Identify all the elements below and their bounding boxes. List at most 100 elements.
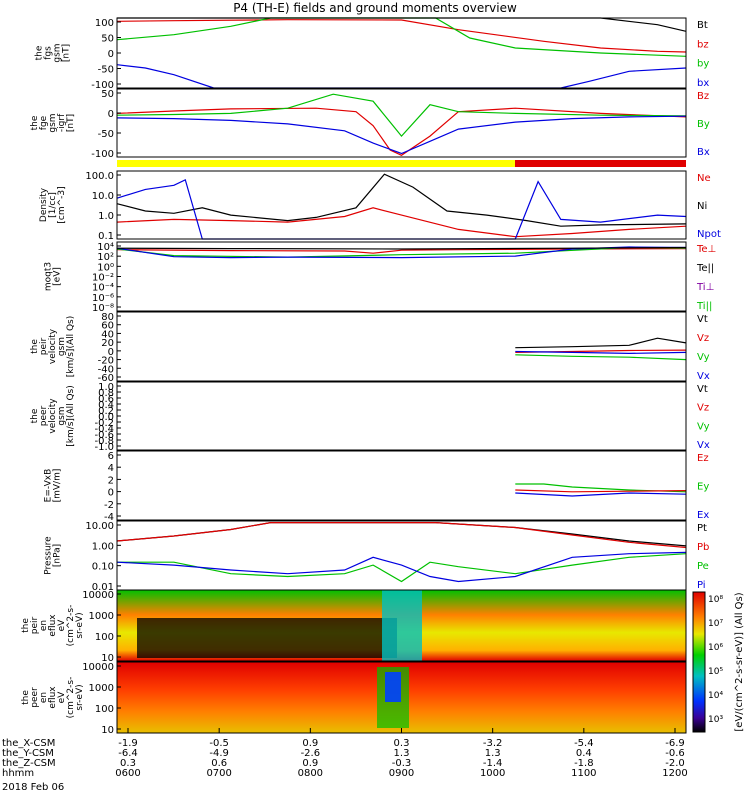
x-axis-table: the_X-CSM -1.9 -0.5 0.9 0.3 -3.2 -5.4 -6.9 the_Y… bbox=[2, 728, 688, 793]
y-tick-label: 10⁻⁸ bbox=[92, 303, 114, 314]
y-tick-label: -100 bbox=[91, 80, 114, 91]
series-line-Pe bbox=[117, 553, 687, 583]
x-axis-value: 1100 bbox=[571, 768, 596, 779]
x-axis-row-label: hhmm bbox=[2, 768, 34, 779]
y-axis-label: the bbox=[21, 618, 31, 633]
y-axis-label: [nT] bbox=[62, 44, 72, 62]
y-tick-label: 1.0 bbox=[98, 211, 114, 222]
y-axis-label: E=-VxB bbox=[44, 469, 54, 503]
y-axis-label: [km/s](All Qs) bbox=[66, 316, 76, 378]
y-tick-label: 10000 bbox=[82, 662, 114, 673]
legend-entry: Pe bbox=[697, 561, 709, 572]
heatmap-dark-region bbox=[137, 618, 397, 658]
region-bar-yellow bbox=[117, 160, 515, 167]
heatmap-blue-core bbox=[385, 672, 401, 702]
legend-entry: Ex bbox=[697, 510, 709, 521]
legend-entry: Bt bbox=[697, 20, 708, 31]
legend-entry: Vt bbox=[697, 314, 708, 325]
x-axis-value: -5.4 bbox=[574, 738, 594, 749]
legend-entry: Te⊥ bbox=[696, 244, 716, 255]
date-label: 2018 Feb 06 bbox=[2, 782, 64, 793]
y-tick-label: 0.6 bbox=[98, 394, 114, 405]
x-axis-value: 0.9 bbox=[302, 738, 318, 749]
x-axis-row-label: the_Y-CSM bbox=[2, 748, 54, 759]
x-axis-value: -6.4 bbox=[118, 748, 138, 759]
y-axis-label: (cm^2-s- bbox=[66, 677, 76, 719]
x-axis-value: -4.9 bbox=[209, 748, 229, 759]
y-axis-label: peer bbox=[30, 687, 40, 708]
y-tick-label: 10² bbox=[97, 252, 114, 263]
panel-5: 1.00.80.60.40.20.0-0.2-0.4-0.6-0.8-1.0 th… bbox=[30, 381, 710, 453]
x-axis-value: 1200 bbox=[662, 768, 687, 779]
series-line-bx bbox=[116, 64, 687, 89]
legend-entry: Vy bbox=[697, 352, 710, 363]
y-tick-label: 10⁰ bbox=[97, 262, 114, 273]
y-tick-label: 4 bbox=[108, 463, 114, 474]
y-axis-label: fge bbox=[39, 115, 49, 130]
colorbar-tick: 10⁷ bbox=[708, 619, 723, 629]
y-axis-label: gsm bbox=[48, 113, 58, 132]
x-axis-value: 0.6 bbox=[211, 758, 227, 769]
x-axis-value: -2.0 bbox=[665, 758, 685, 769]
series-line-Ne bbox=[116, 207, 687, 238]
x-axis-value: 0.3 bbox=[394, 738, 410, 749]
y-axis-label: peir bbox=[30, 616, 40, 634]
y-axis-label: sr-eV) bbox=[75, 612, 85, 638]
legend-entry: Ti|| bbox=[696, 301, 712, 312]
panel-frame bbox=[116, 241, 687, 312]
y-tick-label: 100.0 bbox=[85, 171, 114, 182]
legend-entry: Ni bbox=[697, 201, 707, 212]
y-tick-label: 10 bbox=[101, 725, 114, 736]
y-tick-label: 10.00 bbox=[85, 521, 114, 532]
region-bar bbox=[117, 160, 686, 167]
series-line-Ni bbox=[116, 173, 687, 227]
y-tick-label: 80 bbox=[101, 312, 114, 323]
x-axis-value: 0900 bbox=[389, 768, 414, 779]
legend-entry: Ti⊥ bbox=[696, 282, 714, 293]
x-axis-value: 0600 bbox=[115, 768, 140, 779]
y-tick-label: 50 bbox=[101, 89, 114, 100]
y-tick-label: 0.01 bbox=[92, 582, 114, 593]
y-axis-label: Density bbox=[39, 187, 49, 222]
y-axis-label: [nPa] bbox=[53, 544, 63, 567]
series-line-Ez bbox=[515, 489, 687, 493]
y-axis-label: [1/cc] bbox=[48, 192, 58, 218]
series-line-Vt bbox=[515, 337, 687, 349]
colorbar: 10⁸ 10⁷ 10⁶ 10⁵ 10⁴ 10³ [eV/(cm^2-s-sr-eV)] (A… bbox=[692, 591, 745, 733]
y-tick-label: 0.8 bbox=[98, 388, 114, 399]
series-group bbox=[116, 17, 687, 89]
y-tick-label: 0.1 bbox=[98, 231, 114, 242]
y-tick-label: 2 bbox=[108, 475, 114, 486]
y-axis-label: en bbox=[39, 620, 49, 631]
panel-1: 50 0 -50 -100 the fge gsm -igrf [nT] Bz By Bx bbox=[30, 88, 710, 160]
y-tick-label: 60 bbox=[101, 321, 114, 332]
colorbar-label: [eV/(cm^2-s-sr-eV)] (All Qs) bbox=[734, 592, 745, 731]
y-tick-label: 0 bbox=[108, 488, 114, 499]
legend-entry: Vx bbox=[697, 440, 710, 451]
y-tick-label: 0 bbox=[108, 347, 114, 358]
legend-entry: Ez bbox=[697, 453, 709, 464]
series-group bbox=[116, 522, 687, 583]
y-axis-label: gsm bbox=[57, 406, 67, 425]
x-axis-value: 1.3 bbox=[394, 748, 410, 759]
y-axis-label: en bbox=[39, 692, 49, 703]
legend-entry: By bbox=[697, 119, 710, 130]
x-axis-value: -0.3 bbox=[392, 758, 412, 769]
y-axis-label: [km/s](All Qs) bbox=[66, 385, 76, 447]
y-axis-label: the bbox=[35, 45, 45, 60]
y-tick-label: 10⁴ bbox=[97, 242, 114, 253]
series-line-Bz bbox=[116, 107, 687, 156]
y-axis-label: [eV] bbox=[53, 267, 63, 286]
colorbar-tick: 10⁸ bbox=[708, 595, 723, 605]
y-axis-label: -igrf bbox=[57, 113, 67, 132]
y-axis-label: (cm^2-s- bbox=[66, 605, 76, 647]
x-axis-value: -1.4 bbox=[483, 758, 503, 769]
panel-6: 642 0-2-4 E=-VxB [mV/m] Ez Ey Ex bbox=[44, 450, 709, 523]
y-axis-label: fgs bbox=[44, 46, 54, 60]
y-tick-label: 0.10 bbox=[92, 562, 114, 573]
series-group bbox=[515, 483, 687, 497]
y-tick-label: 10000 bbox=[82, 590, 114, 601]
series-line-Vy bbox=[515, 354, 687, 361]
y-axis-label: eflux bbox=[48, 686, 58, 709]
